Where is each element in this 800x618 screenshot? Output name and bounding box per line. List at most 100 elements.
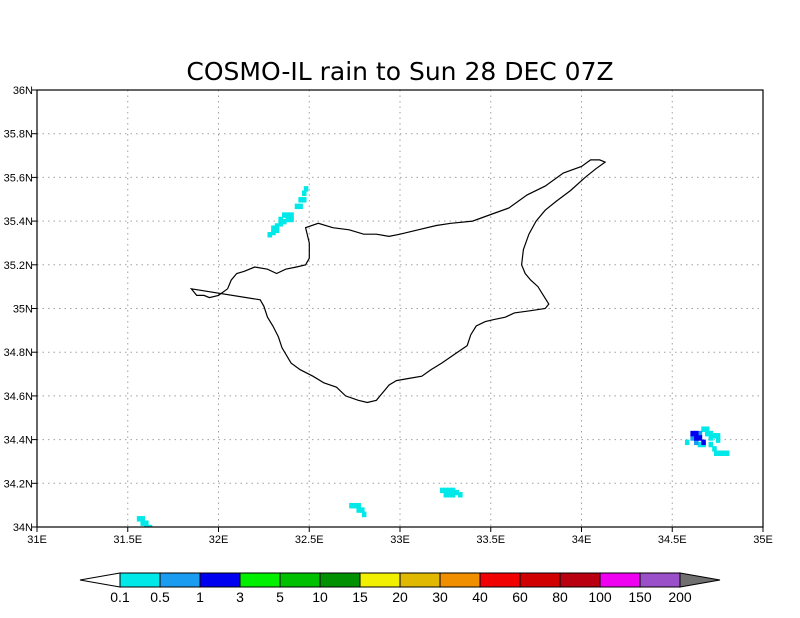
rain-cell-heavy: [701, 439, 706, 446]
rain-cell-light: [697, 441, 703, 448]
colorbar-swatch: [599, 572, 641, 588]
rain-cell-light: [712, 433, 717, 439]
rain-cell-light: [289, 212, 294, 218]
colorbar-swatch: [399, 572, 441, 588]
colorbar-label: 1: [196, 589, 204, 605]
rain-cell-light: [274, 227, 280, 234]
rain-cell-light: [271, 229, 276, 236]
y-tick-label: 35.4N: [4, 216, 33, 228]
rain-cell-light: [285, 212, 291, 218]
rain-cell-light: [294, 203, 300, 210]
rain-cell-light: [352, 502, 358, 509]
rain-cell-light: [717, 450, 723, 456]
rain-cell-light: [450, 492, 456, 498]
colorbar-label: 100: [588, 589, 612, 605]
colorbar-label: 60: [512, 589, 528, 605]
rain-cell-light: [303, 186, 309, 192]
colorbar-swatch: [559, 572, 601, 588]
y-tick-label: 34N: [13, 522, 33, 534]
rain-cell-light: [708, 441, 714, 448]
colorbar-swatch: [359, 572, 401, 588]
rain-cell-light: [271, 225, 276, 231]
rain-cell-light: [443, 487, 449, 494]
y-tick-label: 35.2N: [4, 260, 33, 272]
rain-cells: [136, 186, 730, 527]
rain-cell-light: [701, 426, 706, 432]
colorbar-label: 0.5: [150, 589, 170, 605]
rain-cell-heavy: [694, 430, 699, 437]
colorbar-label: 80: [552, 589, 568, 605]
rain-cell-light: [458, 492, 463, 498]
y-tick-label: 35.8N: [4, 129, 33, 141]
map-plot-area: 31E 31.5E 32E 32.5E 33E 33.5E 34E 34.5E 35E 34N3…: [4, 85, 773, 546]
colorbar-label: 5: [276, 589, 284, 605]
x-tick-label: 33E: [390, 534, 410, 546]
rain-cell-light: [147, 524, 153, 527]
rain-cell-light: [274, 223, 280, 229]
rain-cell-light: [721, 450, 726, 456]
rain-cell-light: [708, 430, 714, 437]
rain-cell-light: [282, 212, 287, 218]
rain-cell-light: [285, 216, 291, 223]
rain-cell-heavy: [697, 435, 703, 441]
colorbar-label: 20: [392, 589, 408, 605]
y-tick-label: 34.2N: [4, 478, 33, 490]
x-tick-label: 35E: [753, 534, 773, 546]
colorbar-swatch: [319, 572, 361, 588]
rain-cell-light: [724, 450, 730, 456]
colorbar-swatch: [519, 572, 561, 588]
rain-cell-light: [140, 516, 145, 522]
colorbar-swatch: [119, 572, 161, 588]
x-tick-label: 31E: [27, 534, 47, 546]
rain-cell-light: [349, 502, 354, 509]
latitude-tick-labels: 34N 34.2N 34.4N 34.6N 34.8N 35N 35.2N 35.4N 35.6…: [4, 85, 37, 534]
colorbar-label: 10: [312, 589, 328, 605]
rain-cell-light: [144, 520, 149, 526]
colorbar-label: 30: [432, 589, 448, 605]
x-tick-label: 31.5E: [113, 534, 142, 546]
rain-cell-light: [454, 489, 459, 496]
rain-cell-light: [356, 502, 361, 509]
rain-cell-medium: [694, 439, 699, 446]
rain-cell-light: [144, 524, 149, 527]
colorbar-swatch: [279, 572, 321, 588]
rain-cell-light: [136, 516, 142, 522]
rain-cell-light: [443, 492, 449, 498]
colorbar-label: 0.1: [110, 589, 130, 605]
colorbar-swatch: [159, 572, 201, 588]
rain-cell-light: [289, 216, 294, 223]
colorbar-swatch: [239, 572, 281, 588]
colorbar-swatch: [199, 572, 241, 588]
rain-cell-light: [278, 216, 283, 223]
rain-cell-light: [361, 511, 367, 518]
rain-cell-light: [298, 203, 303, 210]
rain-cell-light: [267, 232, 273, 238]
rain-cell-light: [450, 487, 456, 494]
rain-cell-heavy: [690, 430, 695, 437]
rain-cell-light: [356, 507, 361, 513]
map-title: COSMO-IL rain to Sun 28 DEC 07Z: [186, 57, 613, 86]
x-tick-label: 32.5E: [295, 534, 324, 546]
x-tick-label: 32E: [209, 534, 229, 546]
rain-colorbar: 0.1 0.5 1 3 5 10 15 20 30 40 60 80 100 150 200: [79, 572, 721, 605]
rain-cell-light: [278, 221, 283, 227]
rain-cell-light: [360, 507, 365, 513]
colorbar-label: 150: [628, 589, 652, 605]
y-tick-label: 34.6N: [4, 391, 33, 403]
rain-cell-heavy: [694, 435, 699, 441]
y-tick-label: 36N: [13, 85, 33, 97]
rain-cell-light: [708, 435, 714, 441]
graticule: [37, 90, 763, 527]
rain-cell-light: [704, 426, 710, 432]
rain-cell-light: [447, 492, 452, 498]
y-tick-label: 35N: [13, 304, 33, 316]
rain-cell-light: [140, 520, 145, 526]
y-tick-label: 34.4N: [4, 435, 33, 447]
colorbar-swatch: [639, 572, 681, 588]
cyprus-coastline: [189, 159, 607, 404]
rain-cell-light: [684, 439, 690, 446]
rain-cell-light: [713, 450, 719, 456]
colorbar-label: 200: [668, 589, 692, 605]
rain-cell-light: [715, 437, 721, 443]
x-tick-label: 34.5E: [658, 534, 687, 546]
